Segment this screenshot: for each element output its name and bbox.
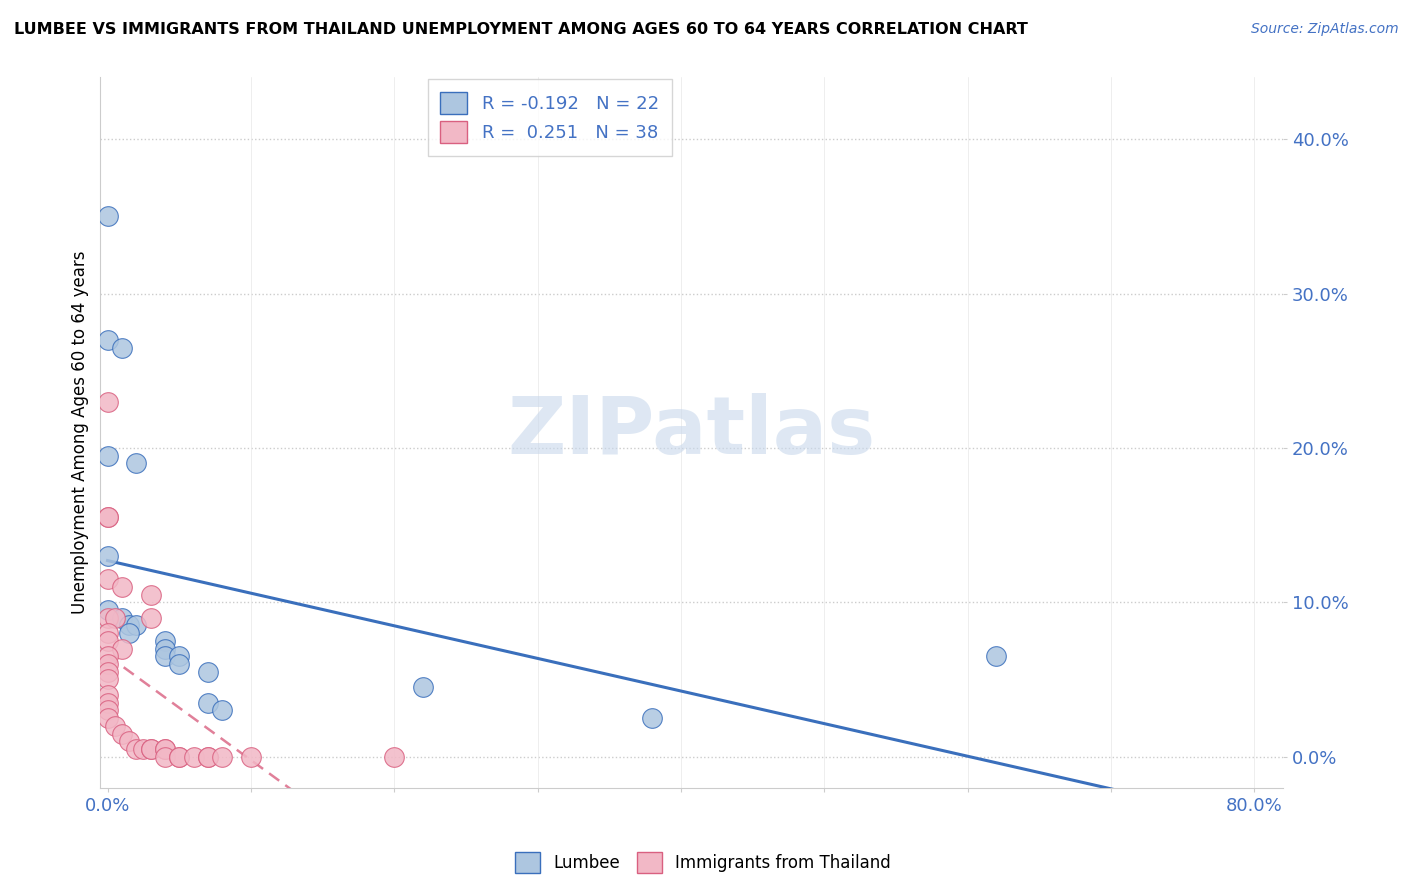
Point xyxy=(111,580,134,594)
Point xyxy=(986,649,1008,664)
Point xyxy=(153,749,176,764)
Point xyxy=(96,688,118,702)
Point xyxy=(382,749,405,764)
Point xyxy=(167,657,190,671)
Point xyxy=(139,611,162,625)
Point xyxy=(211,749,233,764)
Point xyxy=(153,641,176,656)
Point xyxy=(111,611,134,625)
Point xyxy=(125,618,148,632)
Point xyxy=(96,449,118,463)
Point xyxy=(96,510,118,524)
Point xyxy=(96,210,118,224)
Text: LUMBEE VS IMMIGRANTS FROM THAILAND UNEMPLOYMENT AMONG AGES 60 TO 64 YEARS CORREL: LUMBEE VS IMMIGRANTS FROM THAILAND UNEMP… xyxy=(14,22,1028,37)
Point xyxy=(96,657,118,671)
Point xyxy=(211,703,233,717)
Point xyxy=(167,749,190,764)
Point xyxy=(641,711,664,725)
Point xyxy=(96,611,118,625)
Point xyxy=(96,696,118,710)
Point xyxy=(197,749,219,764)
Point xyxy=(125,456,148,470)
Point xyxy=(125,742,148,756)
Point xyxy=(96,673,118,687)
Point xyxy=(139,742,162,756)
Point xyxy=(153,649,176,664)
Point xyxy=(96,510,118,524)
Point xyxy=(96,626,118,640)
Point xyxy=(96,633,118,648)
Point xyxy=(96,703,118,717)
Point xyxy=(96,549,118,563)
Point xyxy=(197,749,219,764)
Point xyxy=(139,742,162,756)
Point xyxy=(197,665,219,679)
Legend: R = -0.192   N = 22, R =  0.251   N = 38: R = -0.192 N = 22, R = 0.251 N = 38 xyxy=(427,79,672,156)
Point xyxy=(111,341,134,355)
Point xyxy=(412,680,434,694)
Point xyxy=(139,588,162,602)
Point xyxy=(132,742,155,756)
Point xyxy=(96,649,118,664)
Text: Source: ZipAtlas.com: Source: ZipAtlas.com xyxy=(1251,22,1399,37)
Point xyxy=(96,665,118,679)
Point xyxy=(111,726,134,740)
Point xyxy=(239,749,262,764)
Legend: Lumbee, Immigrants from Thailand: Lumbee, Immigrants from Thailand xyxy=(509,846,897,880)
Point xyxy=(118,734,141,748)
Point xyxy=(104,611,127,625)
Point xyxy=(183,749,205,764)
Point xyxy=(118,618,141,632)
Point xyxy=(118,626,141,640)
Point xyxy=(96,333,118,347)
Point xyxy=(96,394,118,409)
Point xyxy=(111,641,134,656)
Point xyxy=(197,696,219,710)
Point xyxy=(167,649,190,664)
Point xyxy=(167,749,190,764)
Point xyxy=(96,572,118,586)
Point xyxy=(104,719,127,733)
Point xyxy=(96,711,118,725)
Point xyxy=(96,603,118,617)
Point xyxy=(153,633,176,648)
Y-axis label: Unemployment Among Ages 60 to 64 years: Unemployment Among Ages 60 to 64 years xyxy=(72,251,89,615)
Point xyxy=(153,742,176,756)
Point xyxy=(153,742,176,756)
Text: ZIPatlas: ZIPatlas xyxy=(508,393,876,472)
